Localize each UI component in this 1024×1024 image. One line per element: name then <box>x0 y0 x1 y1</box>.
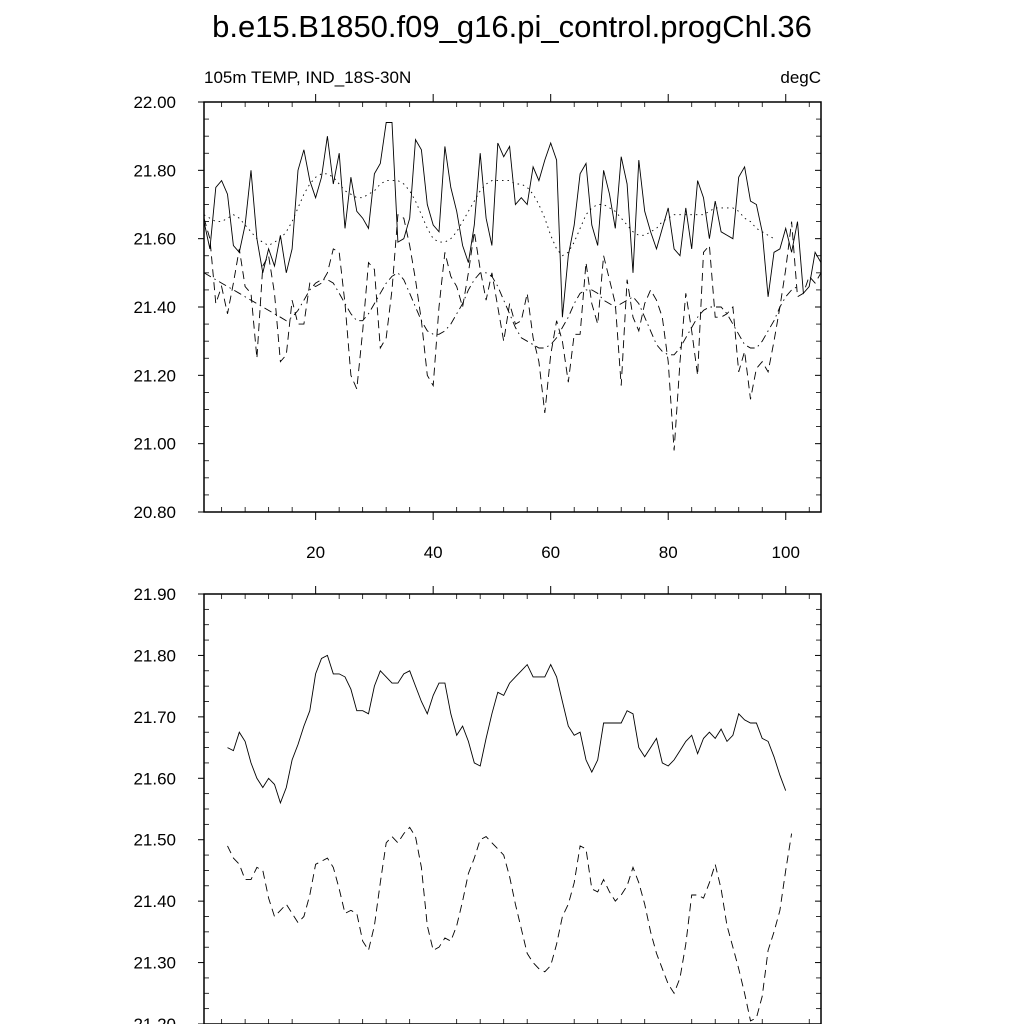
bottom-series-solid-line <box>227 654 787 805</box>
top-series-dotted-line <box>203 173 775 257</box>
top-x-tick-label: 100 <box>772 543 800 562</box>
top-x-tick-label: 40 <box>424 543 443 562</box>
top-plot-frame <box>203 101 822 513</box>
top-x-tick-label: 60 <box>541 543 560 562</box>
top-x-tick-label: 20 <box>306 543 325 562</box>
bottom-y-tick-label: 21.80 <box>133 646 176 665</box>
top-y-tick-label: 21.80 <box>133 161 176 180</box>
bottom-y-tick-label: 21.30 <box>133 954 176 973</box>
top-x-tick-label: 80 <box>659 543 678 562</box>
top-y-tick-label: 21.40 <box>133 298 176 317</box>
top-y-tick-label: 22.00 <box>133 93 176 112</box>
top-y-tick-label: 20.80 <box>133 503 176 522</box>
bottom-y-tick-label: 21.90 <box>133 585 176 604</box>
chart-title: b.e15.B1850.f09_g16.pi_control.progChl.3… <box>212 9 812 44</box>
top-left-label: 105m TEMP, IND_18S-30N <box>204 68 411 87</box>
bottom-y-tick-label: 21.50 <box>133 831 176 850</box>
top-y-tick-label: 21.60 <box>133 230 176 249</box>
top-series-dashed-line <box>203 213 822 451</box>
bottom-y-tick-label: 21.40 <box>133 892 176 911</box>
bottom-series-dashed-line <box>227 826 793 1022</box>
bottom-y-tick-label: 21.60 <box>133 769 176 788</box>
top-series-solid-line <box>203 122 822 318</box>
top-right-label: degC <box>780 68 821 87</box>
bottom-plot-frame <box>203 593 822 1024</box>
top-y-tick-label: 21.20 <box>133 366 176 385</box>
top-series-dashdot-line <box>203 272 798 356</box>
top-panel: 105m TEMP, IND_18S-30N degC 20.80 21.00 21… <box>133 68 822 562</box>
top-y-tick-label: 21.00 <box>133 435 176 454</box>
bottom-y-tick-label: 21.70 <box>133 708 176 727</box>
bottom-y-tick-label: 21.20 <box>133 1015 176 1024</box>
bottom-panel: 21.20 21.30 21.40 21.50 21.60 21.70 21.80 21.90 <box>133 585 822 1024</box>
